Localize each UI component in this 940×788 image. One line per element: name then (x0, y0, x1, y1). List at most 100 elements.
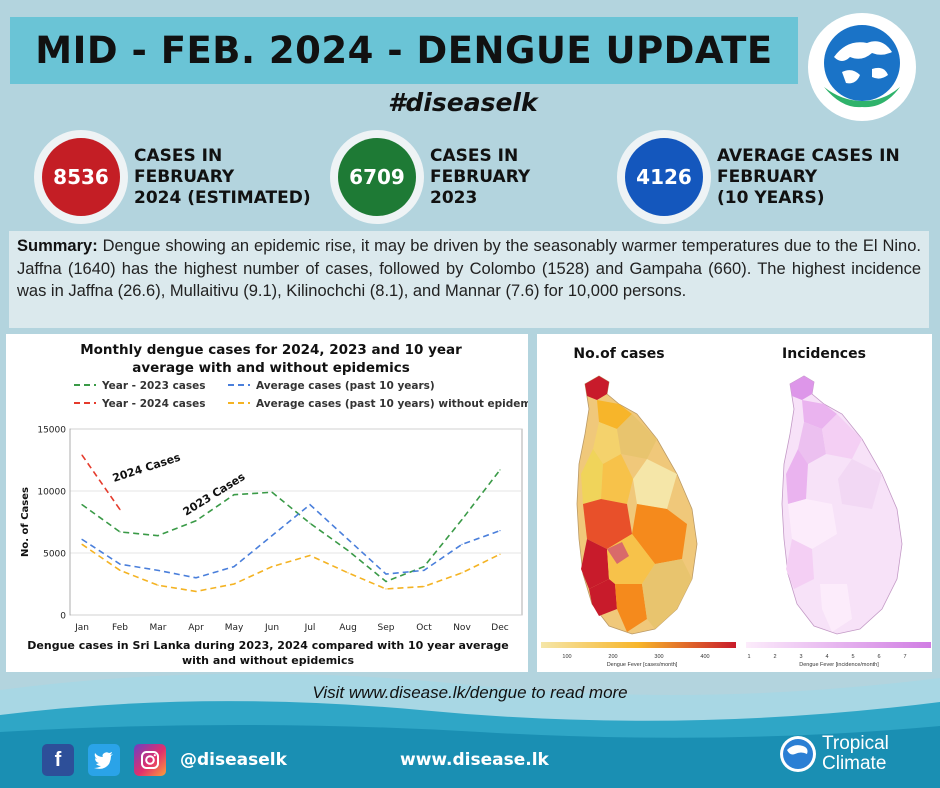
x-tick-label: Oct (416, 623, 432, 633)
brand-line2: Climate (822, 753, 887, 774)
map-scale-incidence: Dengue Fever [incidence/month] (799, 662, 879, 668)
x-tick-label: Jun (264, 623, 279, 633)
data-point (461, 518, 463, 521)
x-tick-label: Feb (112, 623, 128, 633)
data-point (385, 588, 387, 590)
map-scale-tick: 4 (825, 654, 828, 660)
data-point (347, 538, 349, 540)
data-point (423, 585, 425, 588)
data-point (423, 566, 425, 568)
x-tick-label: May (225, 623, 244, 633)
data-point (119, 531, 121, 533)
y-tick-label: 10000 (37, 488, 66, 498)
legend-label: Average cases (past 10 years) (256, 380, 435, 392)
page-title: MID - FEB. 2024 - DENGUE UPDATE (35, 29, 773, 72)
twitter-icon[interactable] (88, 744, 120, 776)
chart-title-line2: average with and without epidemics (132, 360, 410, 376)
data-point (271, 535, 273, 537)
facebook-icon[interactable]: f (42, 744, 74, 776)
data-point (347, 549, 349, 552)
data-point (81, 543, 83, 545)
website-text[interactable]: www.disease.lk (400, 750, 549, 770)
x-tick-label: Nov (453, 623, 471, 633)
chart-caption-line2: with and without epidemics (182, 654, 354, 667)
map-scale-tick: 6 (877, 654, 880, 660)
map-scale-tick: 7 (903, 654, 906, 660)
brand-line1: Tropical (822, 733, 889, 754)
summary-lead: Summary: (17, 237, 98, 255)
x-tick-label: Apr (188, 623, 204, 633)
data-point (233, 583, 235, 585)
data-point (461, 572, 463, 574)
data-point (81, 504, 83, 506)
data-point (157, 569, 159, 571)
stat-average: 4126 AVERAGE CASES IN FEBRUARY (10 YEARS… (617, 130, 900, 224)
series-line (81, 454, 121, 511)
data-point (461, 543, 463, 545)
x-tick-label: Aug (339, 623, 357, 633)
map-title-cases: No.of cases (573, 346, 664, 362)
x-tick-label: Jan (74, 623, 89, 633)
title-banner: MID - FEB. 2024 - DENGUE UPDATE (10, 17, 798, 84)
legend-label: Year - 2024 cases (101, 398, 206, 410)
summary-box: Summary: Dengue showing an epidemic rise… (9, 231, 929, 328)
data-point (233, 566, 235, 568)
annotation-2024: 2024 Cases (111, 451, 182, 485)
instagram-icon[interactable] (134, 744, 166, 776)
map-title-incidences: Incidences (782, 346, 866, 362)
data-point (81, 538, 83, 540)
map-panel: No.of cases Incidences (537, 334, 932, 672)
data-point (195, 590, 197, 593)
globe-icon (824, 25, 900, 108)
map-scale-tick: 2 (773, 654, 776, 660)
data-point (195, 577, 197, 579)
chart-title-line1: Monthly dengue cases for 2024, 2023 and … (80, 342, 462, 358)
legend-label: Average cases (past 10 years) without ep… (256, 398, 528, 410)
series-line (81, 469, 501, 583)
y-axis-label: No. of Cases (20, 487, 31, 557)
data-point (81, 454, 83, 456)
stat-label: AVERAGE CASES IN FEBRUARY (10 YEARS) (717, 145, 900, 208)
x-tick-label: Jul (304, 623, 316, 633)
data-point (423, 569, 425, 571)
data-point (119, 509, 121, 511)
map-scale-cases: Dengue Fever [cases/month] (607, 662, 678, 668)
data-point (309, 504, 311, 506)
website-link[interactable]: www.disease.lk (400, 742, 549, 778)
data-point (385, 573, 387, 575)
line-chart: Monthly dengue cases for 2024, 2023 and … (20, 342, 547, 667)
data-point (309, 554, 311, 557)
data-point (119, 563, 121, 565)
data-point (119, 569, 121, 571)
x-tick-label: Mar (150, 623, 167, 633)
data-point (233, 494, 235, 496)
data-point (385, 580, 387, 583)
social-links: f @diseaselk (42, 742, 287, 778)
y-tick-label: 15000 (37, 426, 66, 436)
map-scale-tick: 200 (608, 654, 617, 660)
map-scale-tick: 1 (747, 654, 750, 660)
summary-text: Dengue showing an epidemic rise, it may … (17, 237, 921, 300)
stat-value: 8536 (42, 138, 120, 216)
visit-text: Visit www.disease.lk/dengue to read more (312, 683, 628, 702)
map-scale-tick: 400 (700, 654, 709, 660)
map-scale-tick: 3 (799, 654, 802, 660)
social-handle[interactable]: @diseaselk (180, 750, 287, 770)
incidence-map (746, 375, 931, 648)
tropical-climate-brand: Tropical Climate (778, 733, 889, 774)
series-line (81, 503, 501, 579)
wave-decoration (0, 673, 940, 788)
tropical-climate-globe-icon (780, 736, 816, 772)
data-point (271, 491, 273, 493)
legend-label: Year - 2023 cases (101, 380, 206, 392)
plot-frame (69, 428, 523, 616)
chart-panel: Monthly dengue cases for 2024, 2023 and … (6, 334, 547, 672)
data-point (157, 535, 159, 537)
stat-label: CASES IN FEBRUARY 2023 (430, 145, 531, 208)
data-point (347, 572, 349, 574)
map-scale-tick: 300 (654, 654, 663, 660)
cases-map (541, 375, 736, 648)
hashtag: #diseaselk (388, 88, 538, 117)
data-point (499, 553, 501, 555)
data-point (195, 520, 197, 522)
